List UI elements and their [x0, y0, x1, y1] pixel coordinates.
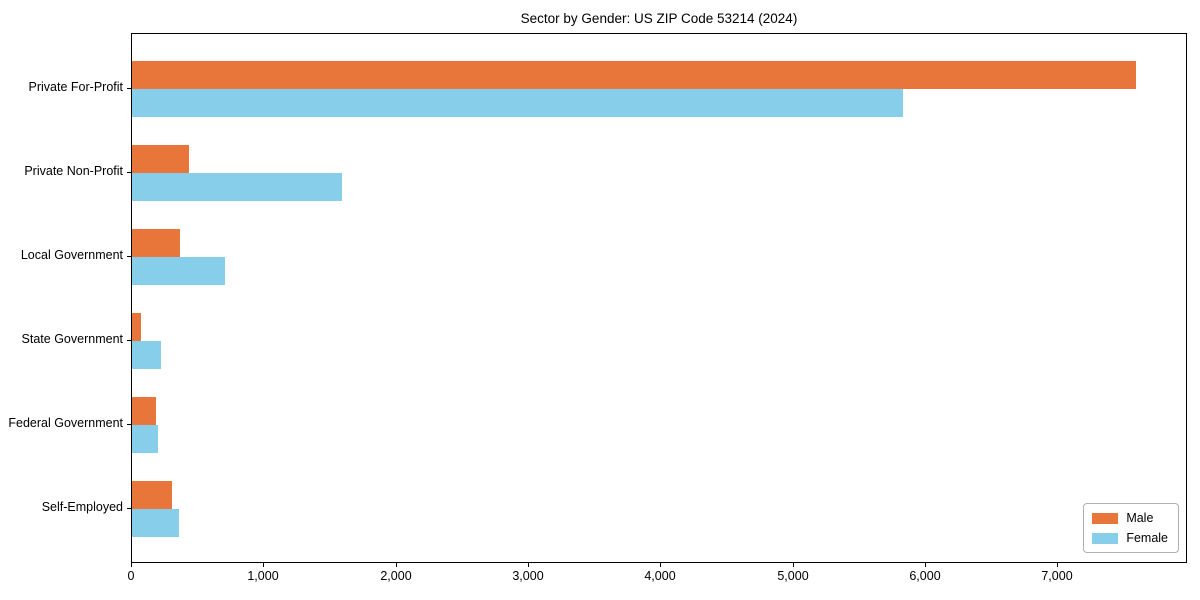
- ytick-mark-self-employed: [127, 508, 131, 509]
- bar-female-federal-government: [132, 425, 158, 453]
- xtick-label-5000: 5,000: [777, 569, 809, 583]
- ytick-label-self-employed: Self-Employed: [41, 500, 123, 514]
- bar-male-private-non-profit: [132, 145, 189, 173]
- ytick-mark-state-government: [127, 340, 131, 341]
- plot-area: [131, 33, 1187, 563]
- ytick-label-federal-government: Federal Government: [8, 416, 123, 430]
- xtick-mark-2000: [396, 563, 397, 567]
- ytick-mark-federal-government: [127, 424, 131, 425]
- bar-female-private-non-profit: [132, 173, 342, 201]
- legend-box: Male Female: [1083, 503, 1179, 553]
- ytick-label-local-government: Local Government: [20, 248, 123, 262]
- xtick-mark-0: [131, 563, 132, 567]
- legend-item-female: Female: [1092, 531, 1168, 545]
- bar-female-state-government: [132, 341, 161, 369]
- legend-swatch-female: [1092, 532, 1119, 544]
- xtick-mark-4000: [660, 563, 661, 567]
- legend-label-female: Female: [1126, 531, 1168, 545]
- bar-female-private-for-profit: [132, 89, 903, 117]
- bar-male-self-employed: [132, 481, 172, 509]
- ytick-mark-private-for-profit: [127, 88, 131, 89]
- xtick-mark-3000: [528, 563, 529, 567]
- xtick-label-0: 0: [127, 569, 135, 583]
- xtick-label-3000: 3,000: [512, 569, 544, 583]
- legend-label-male: Male: [1126, 511, 1154, 525]
- bar-male-state-government: [132, 313, 141, 341]
- bar-female-local-government: [132, 257, 225, 285]
- xtick-label-1000: 1,000: [247, 569, 279, 583]
- ytick-mark-local-government: [127, 256, 131, 257]
- bar-male-local-government: [132, 229, 180, 257]
- xtick-label-2000: 2,000: [380, 569, 412, 583]
- bar-female-self-employed: [132, 509, 179, 537]
- legend-item-male: Male: [1092, 511, 1168, 525]
- xtick-mark-6000: [925, 563, 926, 567]
- ytick-mark-private-non-profit: [127, 172, 131, 173]
- xtick-label-7000: 7,000: [1041, 569, 1073, 583]
- xtick-label-4000: 4,000: [644, 569, 676, 583]
- chart-title: Sector by Gender: US ZIP Code 53214 (202…: [520, 11, 798, 26]
- xtick-mark-7000: [1057, 563, 1058, 567]
- legend-swatch-male: [1092, 512, 1119, 524]
- xtick-mark-1000: [263, 563, 264, 567]
- bar-male-private-for-profit: [132, 61, 1136, 89]
- xtick-mark-5000: [793, 563, 794, 567]
- ytick-label-state-government: State Government: [21, 332, 123, 346]
- ytick-label-private-for-profit: Private For-Profit: [28, 80, 123, 94]
- ytick-label-private-non-profit: Private Non-Profit: [24, 164, 123, 178]
- bar-male-federal-government: [132, 397, 156, 425]
- xtick-label-6000: 6,000: [909, 569, 941, 583]
